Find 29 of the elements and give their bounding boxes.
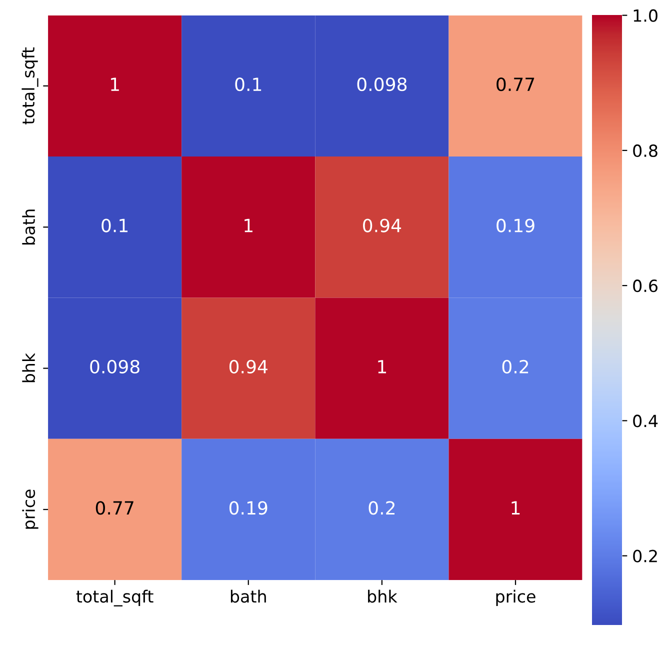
data-label: 0.19 — [229, 501, 268, 515]
color-bar-label: 0.6 — [633, 280, 658, 292]
x-tick-label: bhk — [368, 590, 398, 603]
data-label: 0.77 — [96, 501, 134, 515]
data-label: 0.77 — [496, 77, 534, 92]
data-label: 0.098 — [357, 77, 407, 92]
color-bar-label: 1.0 — [634, 9, 658, 22]
data-label: 1 — [512, 501, 520, 514]
y-tick-label: bhk — [22, 352, 36, 382]
y-tick-label: bath — [22, 210, 36, 245]
y-tick-label: price — [22, 490, 38, 529]
x-tick-label: price — [496, 590, 536, 606]
x-tick-label: bath — [230, 590, 266, 603]
color-bar-label: 0.8 — [633, 144, 658, 158]
data-label: 0.94 — [363, 218, 402, 232]
color-bar-label: 0.4 — [633, 414, 658, 428]
data-label: 0.1 — [102, 218, 128, 232]
data-label: 1 — [244, 218, 252, 232]
data-label: 1 — [111, 78, 119, 91]
data-label: 0.2 — [502, 360, 528, 374]
color-bar-label: 0.2 — [633, 550, 657, 562]
y-tick-label: total_sqft — [22, 47, 38, 124]
data-label: 0.1 — [235, 77, 262, 92]
data-label: 0.19 — [496, 218, 534, 232]
data-label: 1 — [378, 360, 386, 374]
data-label: 0.2 — [368, 501, 394, 515]
data-label: 0.94 — [229, 360, 268, 374]
data-label: 0.098 — [90, 360, 140, 374]
x-tick-label: total_sqft — [76, 590, 154, 606]
